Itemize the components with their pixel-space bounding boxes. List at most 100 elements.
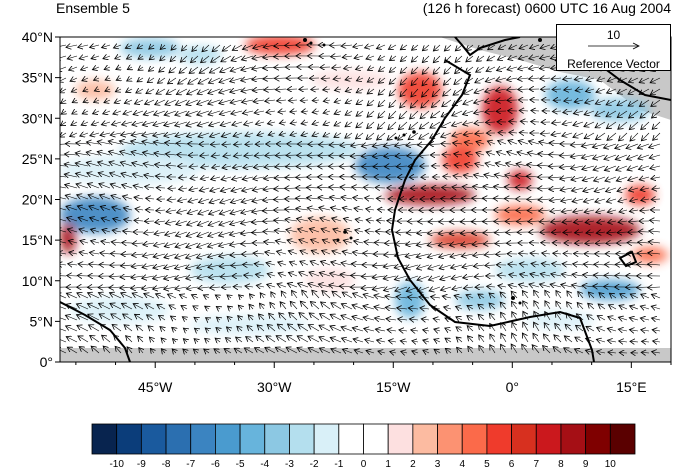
wind-vector	[385, 166, 397, 167]
wind-vector	[454, 165, 463, 166]
wind-vector	[378, 56, 386, 60]
wind-vector	[418, 155, 430, 156]
wind-vector	[329, 45, 342, 46]
wind-vector	[220, 122, 232, 125]
colorbar-swatch	[215, 423, 241, 455]
colorbar-swatch	[239, 423, 266, 455]
wind-vector	[285, 219, 298, 221]
wind-vector	[279, 122, 287, 123]
wind-vector	[99, 195, 111, 199]
wind-vector	[115, 56, 122, 59]
wind-vector	[375, 231, 386, 232]
wind-vector	[373, 166, 386, 167]
colorbar-swatch	[585, 423, 611, 455]
wind-vector	[585, 221, 595, 223]
wind-vector	[409, 121, 419, 129]
wind-vector	[263, 45, 276, 47]
wind-vector	[138, 56, 143, 59]
wind-vector	[87, 173, 100, 178]
wind-vector	[497, 56, 507, 60]
wind-vector	[122, 196, 133, 199]
wind-vector	[652, 188, 661, 189]
wind-vector	[638, 155, 650, 159]
wind-vector	[366, 220, 375, 221]
wind-vector	[80, 133, 89, 136]
wind-vector	[518, 67, 529, 69]
wind-vector	[442, 99, 452, 107]
wind-vector	[649, 155, 661, 158]
wind-vector	[312, 100, 320, 101]
wind-vector	[353, 45, 364, 47]
wind-vector	[453, 143, 463, 144]
wind-vector	[650, 166, 661, 169]
wind-vector	[265, 155, 276, 156]
wind-vector	[318, 197, 331, 199]
wind-vector	[387, 132, 397, 140]
wind-vector	[252, 78, 265, 80]
wind-vector	[309, 229, 320, 232]
wind-vector	[651, 99, 661, 106]
wind-vector	[244, 155, 254, 156]
wind-vector	[356, 121, 364, 128]
wind-vector	[241, 78, 254, 81]
wind-vector	[212, 166, 221, 168]
wind-vector	[441, 110, 452, 117]
wind-vector	[231, 55, 243, 61]
wind-vector	[345, 122, 353, 127]
wind-vector	[455, 66, 463, 74]
colorbar-swatch	[363, 423, 389, 455]
wind-vector	[122, 185, 133, 188]
wind-vector	[148, 67, 154, 71]
wind-vector	[519, 110, 529, 111]
wind-vector	[388, 45, 397, 49]
colorbar-label: 2	[410, 459, 416, 470]
wind-vector	[574, 78, 584, 80]
wind-vector	[177, 199, 188, 201]
wind-vector	[288, 100, 298, 101]
wind-vector	[116, 78, 121, 80]
wind-vector	[476, 55, 485, 61]
wind-vector	[400, 66, 408, 73]
wind-vector	[551, 122, 562, 123]
wind-vector	[583, 188, 595, 191]
wind-vector	[165, 221, 177, 224]
wind-vector	[367, 99, 375, 106]
wind-vector	[285, 166, 298, 167]
wind-vector	[552, 111, 562, 112]
wind-vector	[134, 100, 144, 104]
wind-vector	[488, 45, 496, 50]
wind-vector	[242, 111, 254, 113]
wind-vector	[516, 221, 529, 222]
wind-vector	[149, 45, 154, 49]
wind-vector	[422, 88, 430, 97]
wind-vector	[178, 77, 188, 84]
wind-vector	[564, 100, 573, 101]
wind-vector	[104, 67, 111, 70]
wind-vector	[353, 197, 364, 199]
wind-vector	[452, 133, 463, 136]
wind-vector	[199, 66, 210, 73]
wind-vector	[466, 55, 474, 62]
wind-vector	[595, 110, 606, 116]
wind-vector	[77, 206, 89, 210]
wind-vector	[198, 133, 210, 137]
latitude-axis: 0° 5°N 10°N 15°N 20°N 25°N 30°N 35°N 40°N	[22, 29, 60, 370]
wind-vector	[539, 67, 551, 69]
wind-vector	[463, 111, 474, 115]
wind-vector	[232, 166, 243, 168]
wind-vector	[377, 209, 386, 210]
wind-vector	[110, 184, 122, 188]
wind-vector	[65, 195, 78, 199]
wind-vector	[197, 220, 210, 226]
wind-vector	[290, 133, 298, 135]
wind-vector	[120, 151, 133, 155]
wind-vector	[100, 206, 111, 210]
wind-vector	[210, 188, 221, 191]
wind-vector	[641, 121, 650, 130]
wind-vector	[263, 78, 276, 79]
wind-vector	[231, 188, 243, 191]
wind-vector	[153, 142, 166, 144]
wind-vector	[83, 100, 88, 102]
wind-vector	[615, 154, 628, 160]
wind-vector	[200, 177, 210, 179]
